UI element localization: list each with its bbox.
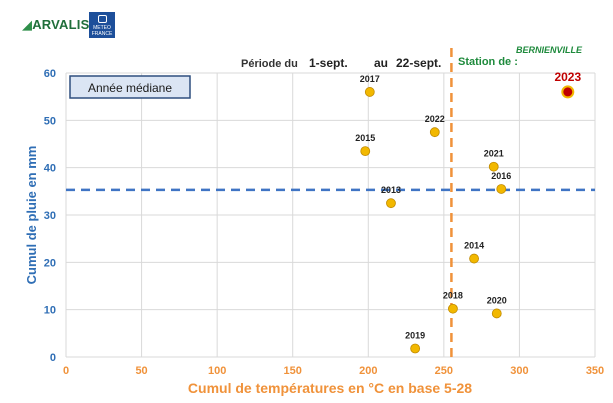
y-tick-label: 50 (44, 115, 56, 127)
x-tick-label: 50 (135, 365, 147, 377)
point-labels: 2017 2022 2015 2021 2016 2013 2014 2018 2020 2019… (355, 70, 581, 341)
legend-text: Année médiane (88, 81, 172, 95)
data-points (360, 85, 575, 354)
point-label: 2017 (360, 74, 380, 84)
x-tick-label: 200 (359, 365, 377, 377)
x-tick-label: 100 (208, 365, 226, 377)
station-label: Station de : (458, 56, 518, 68)
data-point (488, 161, 499, 172)
point-label: 2014 (464, 241, 484, 251)
x-axis-label: Cumul de températures en °C en base 5-28 (188, 380, 472, 396)
y-tick-label: 10 (44, 305, 56, 317)
y-tick-labels: 0 10 20 30 40 50 60 (44, 68, 56, 364)
x-tick-label: 150 (284, 365, 302, 377)
point-label: 2022 (425, 114, 445, 124)
legend-box (69, 75, 191, 99)
data-point (496, 184, 507, 194)
data-point (448, 303, 458, 314)
data-point (429, 127, 440, 138)
x-tick-label: 0 (63, 365, 69, 377)
point-label: 2020 (487, 295, 507, 305)
arvalis-swoosh-icon: ◢ (22, 17, 33, 32)
period-start: 1-sept. (309, 56, 348, 70)
data-point (386, 198, 396, 209)
periode-label: Période du (241, 58, 298, 70)
station-name: BERNIENVILLE (516, 45, 583, 55)
x-tick-label: 350 (586, 365, 604, 377)
arvalis-logo: ◢ARVALIS (22, 17, 89, 33)
x-tick-label: 300 (510, 365, 528, 377)
data-point (469, 253, 479, 264)
period-end: 22-sept. (396, 56, 441, 70)
point-label: 2015 (355, 133, 375, 143)
meteo-france-logo: METEO FRANCE (89, 12, 115, 38)
highlight-point (561, 85, 575, 99)
point-label: 2021 (484, 149, 504, 159)
meteo-france-icon (97, 15, 107, 23)
point-label: 2016 (491, 171, 511, 181)
meteo-france-line2: FRANCE (91, 31, 113, 37)
point-label: 2018 (443, 291, 463, 301)
au-label: au (374, 56, 388, 70)
data-point (410, 343, 421, 354)
data-point (491, 308, 502, 319)
point-label: 2013 (381, 185, 401, 195)
y-tick-label: 40 (44, 163, 56, 175)
grid (65, 72, 596, 358)
meteo-france-line1: METEO (93, 25, 111, 31)
highlight-label: 2023 (554, 70, 581, 84)
y-tick-label: 30 (44, 210, 56, 222)
x-tick-labels: 0 50 100 150 200 250 300 350 (63, 365, 604, 377)
y-tick-label: 0 (50, 352, 56, 364)
y-axis-label: Cumul de pluie en mm (24, 146, 39, 285)
data-point (360, 146, 371, 157)
data-point (364, 87, 375, 97)
x-tick-label: 250 (435, 365, 453, 377)
y-tick-label: 60 (44, 68, 56, 80)
point-label: 2019 (405, 330, 425, 340)
arvalis-logo-text: ARVALIS (32, 17, 90, 32)
y-tick-label: 20 (44, 257, 56, 269)
